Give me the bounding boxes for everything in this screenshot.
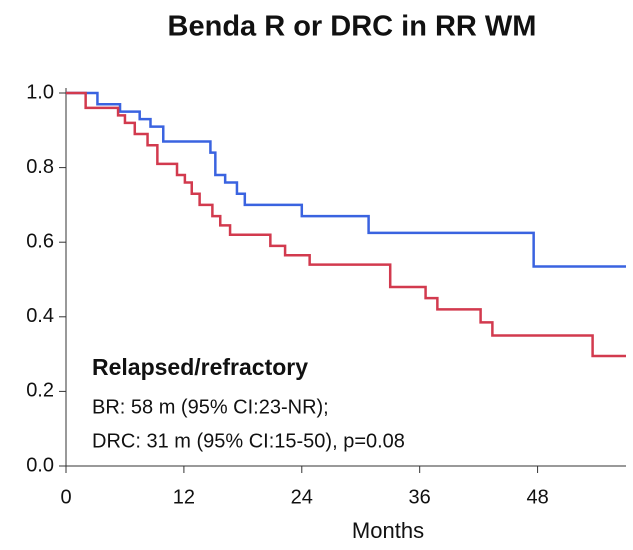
annotation: DRC: 31 m (95% CI:15-50), p=0.08: [92, 430, 405, 452]
y-tick-label: 0.4: [26, 305, 54, 327]
x-tick-label: 36: [409, 486, 431, 508]
y-tick-label: 0.0: [26, 454, 54, 476]
x-tick-label: 24: [291, 486, 313, 508]
survival-curve: [66, 91, 626, 268]
x-tick-label: 48: [526, 486, 548, 508]
y-tick-label: 0.6: [26, 230, 54, 252]
annotation: Relapsed/refractory: [92, 354, 308, 380]
x-tick-label: 12: [173, 486, 195, 508]
y-tick-label: 0.8: [26, 156, 54, 178]
chart-title: Benda R or DRC in RR WM: [168, 11, 537, 43]
x-tick-label: 0: [60, 486, 71, 508]
y-tick-label: 1.0: [26, 81, 54, 103]
y-tick-label: 0.2: [26, 380, 54, 402]
survival-curve: [66, 91, 626, 358]
annotation: BR: 58 m (95% CI:23-NR);: [92, 396, 329, 418]
x-axis-label: Months: [352, 518, 424, 543]
